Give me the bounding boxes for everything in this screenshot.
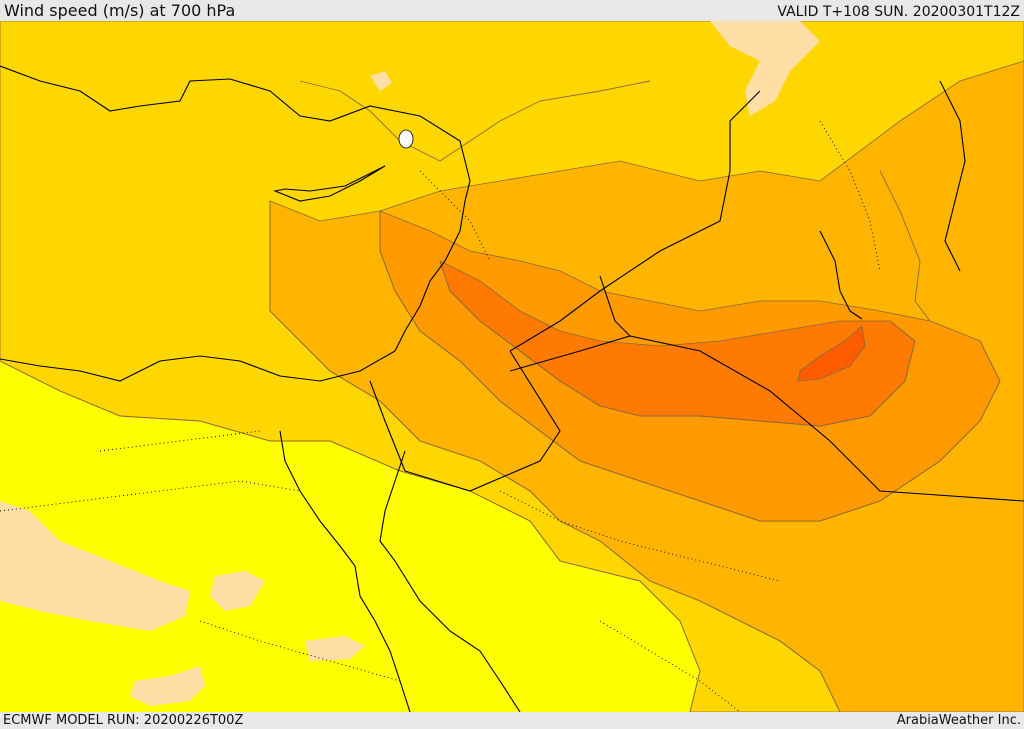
coastline-red-sea-east [379, 450, 521, 712]
calm-area-small [370, 71, 392, 91]
border-line-4 [369, 380, 406, 472]
calm-area-south [210, 571, 265, 611]
calm-area-west [0, 501, 190, 631]
border-line-2 [509, 90, 761, 352]
coastlines [0, 65, 1024, 712]
coastline-red-sea-west [374, 620, 411, 712]
coastline-levant [394, 200, 466, 352]
border-line-5 [599, 275, 631, 337]
dotted-boundaries [0, 120, 881, 712]
border-line-1 [404, 350, 561, 492]
border-line-3 [509, 335, 1024, 502]
dotted-line [499, 490, 781, 582]
coastline-egypt-north [0, 350, 396, 382]
coastline-gulf [819, 230, 863, 320]
contour-line [0, 360, 701, 712]
calm-spot [398, 129, 414, 149]
calm-area-south-2 [305, 636, 365, 661]
calm-area-south-3 [130, 666, 205, 706]
weather-map [0, 21, 1024, 712]
dotted-line [199, 620, 401, 682]
dotted-line [99, 430, 261, 452]
wind-speed-map [0, 21, 1024, 712]
model-run-label: ECMWF MODEL RUN: 20200226T00Z [3, 713, 244, 728]
coastline-sinai-west [279, 430, 376, 622]
footer-bar: ECMWF MODEL RUN: 20200226T00Z ArabiaWeat… [0, 712, 1024, 729]
contour-line [379, 211, 1001, 522]
map-title: Wind speed (m/s) at 700 hPa [4, 1, 236, 20]
header-bar: Wind speed (m/s) at 700 hPa VALID T+108 … [0, 0, 1024, 21]
coastline-mediterranean-north [0, 65, 471, 202]
contour-line [269, 201, 841, 712]
coastline-east [939, 80, 966, 272]
contour-line [439, 260, 916, 427]
contour-line [879, 170, 931, 322]
cyprus-island [273, 165, 386, 202]
credit-label: ArabiaWeather Inc. [896, 713, 1021, 728]
wind-band-red-orange [797, 325, 866, 382]
contour-lines [0, 80, 1001, 712]
valid-time-label: VALID T+108 SUN. 20200301T12Z [777, 4, 1020, 20]
contour-line [299, 80, 651, 162]
calm-area-north-east [710, 21, 820, 116]
